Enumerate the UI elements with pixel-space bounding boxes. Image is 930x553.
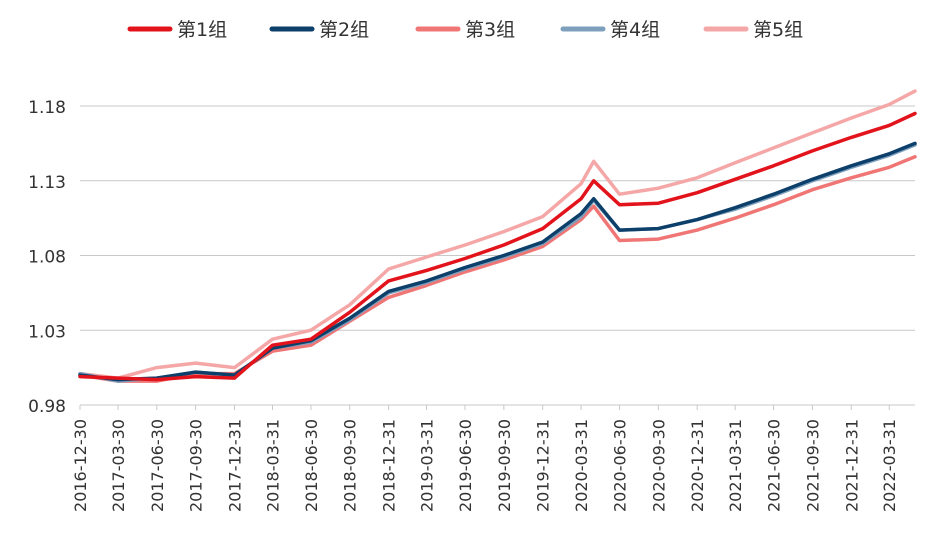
gridlines bbox=[80, 105, 915, 406]
x-tick-label: 2019-12-31 bbox=[534, 419, 553, 512]
x-tick-label: 2016-12-30 bbox=[71, 419, 90, 512]
y-tick-label: 1.03 bbox=[28, 322, 66, 342]
y-tick-label: 0.98 bbox=[28, 397, 66, 417]
x-tick-label: 2021-06-30 bbox=[765, 419, 784, 512]
x-tick-label: 2017-06-30 bbox=[148, 419, 167, 512]
legend-label: 第2组 bbox=[319, 19, 369, 41]
legend-label: 第3组 bbox=[465, 19, 515, 41]
y-tick-label: 1.08 bbox=[28, 248, 66, 268]
x-tick-label: 2017-12-31 bbox=[226, 419, 245, 512]
x-tick-label: 2021-09-30 bbox=[803, 419, 822, 512]
x-tick-label: 2018-12-31 bbox=[380, 419, 399, 512]
series-line-1 bbox=[78, 111, 917, 382]
series-line-2 bbox=[78, 141, 917, 382]
legend-label: 第5组 bbox=[753, 19, 803, 41]
x-tick-label: 2020-06-30 bbox=[610, 419, 629, 512]
x-tick-label: 2019-09-30 bbox=[495, 419, 514, 512]
series-lines bbox=[78, 89, 917, 383]
x-tick-label: 2018-09-30 bbox=[341, 419, 360, 512]
x-tick-label: 2017-09-30 bbox=[187, 419, 206, 512]
x-tick-label: 2018-03-31 bbox=[263, 419, 282, 512]
x-tick-label: 2019-03-31 bbox=[418, 419, 437, 512]
y-tick-label: 1.18 bbox=[28, 98, 66, 118]
legend: 第1组 第2组 第3组 第4组 第5组 bbox=[127, 19, 803, 41]
x-tick-label: 2020-03-31 bbox=[572, 419, 591, 512]
x-tick-label: 2019-06-30 bbox=[456, 419, 475, 512]
x-tick-label: 2021-12-31 bbox=[842, 419, 861, 512]
x-tick-label: 2020-09-30 bbox=[649, 419, 668, 512]
legend-label: 第4组 bbox=[610, 19, 660, 41]
x-tick-label: 2022-03-31 bbox=[880, 419, 899, 512]
x-axis: 2016-12-30 2017-03-30 2017-06-30 2017-09-30… bbox=[71, 404, 915, 512]
x-tick-label: 2020-12-31 bbox=[688, 419, 707, 512]
x-tick-label: 2017-03-30 bbox=[109, 419, 128, 512]
legend-label: 第1组 bbox=[177, 19, 227, 41]
y-axis: 0.98 1.03 1.08 1.13 1.18 bbox=[28, 98, 66, 417]
x-tick-label: 2021-03-31 bbox=[726, 419, 745, 512]
x-tick-label: 2018-06-30 bbox=[302, 419, 321, 512]
y-tick-label: 1.13 bbox=[28, 173, 66, 193]
series-line-5 bbox=[78, 89, 917, 380]
